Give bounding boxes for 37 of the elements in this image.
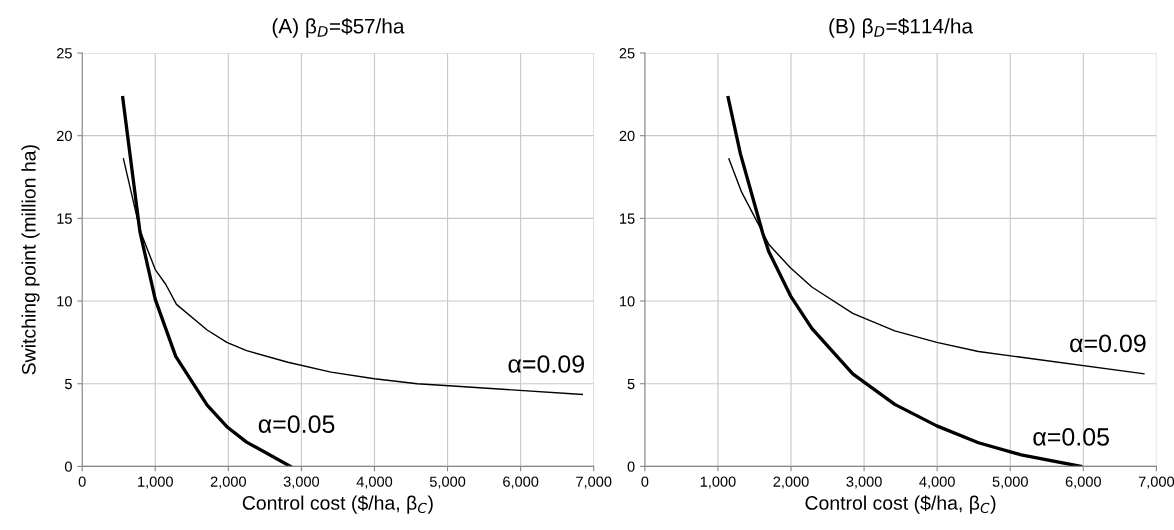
y-tick-label: 25 <box>56 48 72 59</box>
x-tick-label: 0 <box>641 476 649 487</box>
x-axis-title: Control cost ($/ha, β$_{C}$) <box>805 495 996 514</box>
y-tick-label: 5 <box>64 378 72 390</box>
x-tick-label: 2,000 <box>773 476 809 489</box>
x-tick-label: 4,000 <box>919 476 955 489</box>
series-label: α=0.05 <box>1033 428 1109 446</box>
x-tick-label: 7,000 <box>576 476 612 489</box>
x-tick-label: 5,000 <box>429 476 466 489</box>
y-tick-label: 15 <box>57 213 72 224</box>
y-tick-label: 20 <box>56 130 72 142</box>
y-tick-label: 20 <box>619 130 635 142</box>
x-tick-label: 6,000 <box>503 476 539 489</box>
x-tick-label: 1,000 <box>138 476 173 489</box>
y-tick-label: 25 <box>619 48 635 59</box>
series-label: α=0.09 <box>1070 334 1146 353</box>
chart-title: (A) β$_{D}$=$57/ha <box>272 17 405 38</box>
x-axis-title: Control cost ($/ha, β$_{C}$) <box>242 495 433 514</box>
y-tick-label: 10 <box>620 296 635 307</box>
x-tick-label: 7,000 <box>1138 476 1174 489</box>
series-label: α=0.09 <box>508 355 584 373</box>
y-tick-label: 15 <box>620 213 635 224</box>
y-axis-title: Switching point (million ha) <box>21 145 40 375</box>
series-label: α=0.05 <box>258 415 335 433</box>
x-tick-label: 2,000 <box>210 476 247 489</box>
y-tick-label: 0 <box>627 461 635 472</box>
x-tick-label: 6,000 <box>1065 476 1101 489</box>
x-tick-label: 5,000 <box>992 476 1028 489</box>
y-tick-label: 10 <box>57 296 72 307</box>
chart-title: (B) β$_{D}$=$114/ha <box>829 17 974 38</box>
x-tick-label: 3,000 <box>283 476 320 489</box>
y-tick-label: 5 <box>627 378 635 390</box>
x-tick-label: 4,000 <box>356 476 393 489</box>
x-tick-label: 3,000 <box>846 476 882 489</box>
x-tick-label: 0 <box>78 476 86 487</box>
y-tick-label: 0 <box>64 461 72 472</box>
x-tick-label: 1,000 <box>700 476 736 489</box>
